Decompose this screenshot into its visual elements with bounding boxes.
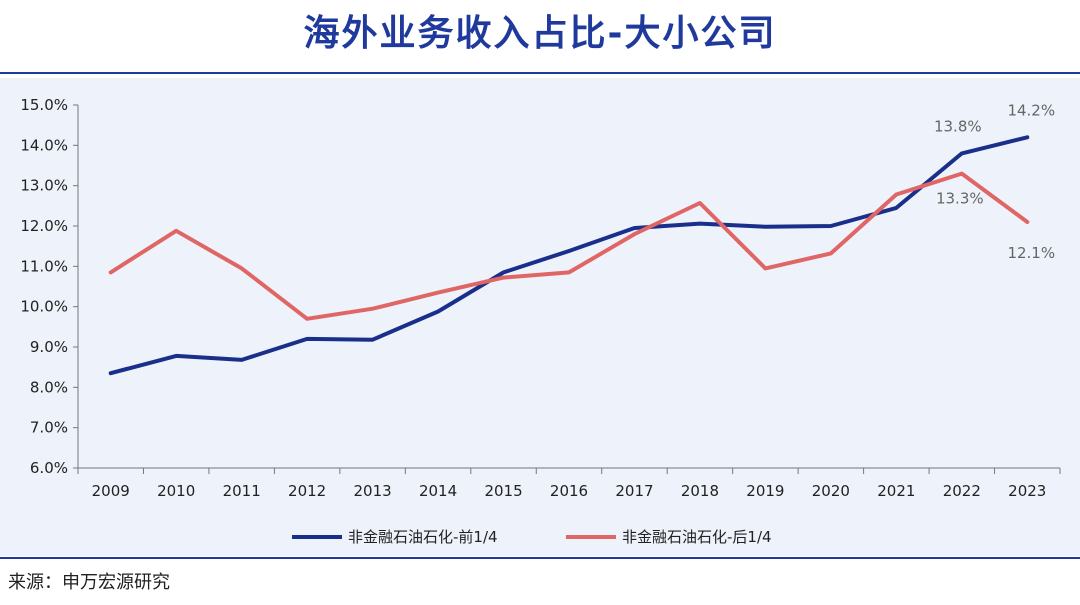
x-tick-label: 2012 xyxy=(288,482,326,500)
y-tick-label: 8.0% xyxy=(30,378,68,396)
chart-axes: 6.0% 7.0% 8.0% 9.0% 10.0% 11.0% 12.0% 13.0% 14.0… xyxy=(20,96,1061,500)
x-tick-label: 2011 xyxy=(223,482,261,500)
chart-data-labels: 13.8% 14.2% 13.3% 12.1% xyxy=(934,101,1055,262)
y-tick-label: 11.0% xyxy=(20,257,68,275)
top-divider xyxy=(0,72,1080,74)
chart-background xyxy=(0,78,1080,556)
x-tick-label: 2022 xyxy=(943,482,981,500)
x-tick-label: 2014 xyxy=(419,482,457,500)
y-tick-label: 12.0% xyxy=(20,217,68,235)
x-tick-label: 2013 xyxy=(354,482,392,500)
bottom-divider xyxy=(0,557,1080,559)
x-tick-label: 2018 xyxy=(681,482,719,500)
page-title: 海外业务收入占比-大小公司 xyxy=(303,13,777,54)
data-label: 13.8% xyxy=(934,117,982,135)
legend-label-1: 非金融石油石化-前1/4 xyxy=(348,528,498,546)
series-line-1 xyxy=(108,135,1030,376)
x-tick-label: 2015 xyxy=(484,482,522,500)
legend-label-2: 非金融石油石化-后1/4 xyxy=(622,528,772,546)
y-tick-label: 6.0% xyxy=(30,459,68,477)
chart-series xyxy=(108,135,1030,376)
y-tick-label: 7.0% xyxy=(30,419,68,437)
data-label: 14.2% xyxy=(1007,101,1055,119)
y-tick-label: 14.0% xyxy=(20,136,68,154)
y-tick-label: 9.0% xyxy=(30,338,68,356)
x-tick-label: 2010 xyxy=(157,482,195,500)
source-note: 来源：申万宏源研究 xyxy=(8,572,170,593)
line-chart: 6.0% 7.0% 8.0% 9.0% 10.0% 11.0% 12.0% 13.0% 14.0… xyxy=(20,96,1061,546)
x-tick-label: 2009 xyxy=(92,482,130,500)
x-tick-label: 2023 xyxy=(1008,482,1046,500)
x-tick-label: 2016 xyxy=(550,482,588,500)
x-tick-label: 2019 xyxy=(746,482,784,500)
chart-legend: 非金融石油石化-前1/4 非金融石油石化-后1/4 xyxy=(292,528,772,546)
y-tick-label: 10.0% xyxy=(20,298,68,316)
y-tick-label: 13.0% xyxy=(20,177,68,195)
series-line-2 xyxy=(108,171,1030,321)
data-label: 13.3% xyxy=(936,190,984,208)
x-tick-label: 2021 xyxy=(877,482,915,500)
x-tick-label: 2020 xyxy=(812,482,850,500)
y-tick-label: 15.0% xyxy=(20,96,68,114)
x-tick-label: 2017 xyxy=(615,482,653,500)
data-label: 12.1% xyxy=(1007,244,1055,262)
